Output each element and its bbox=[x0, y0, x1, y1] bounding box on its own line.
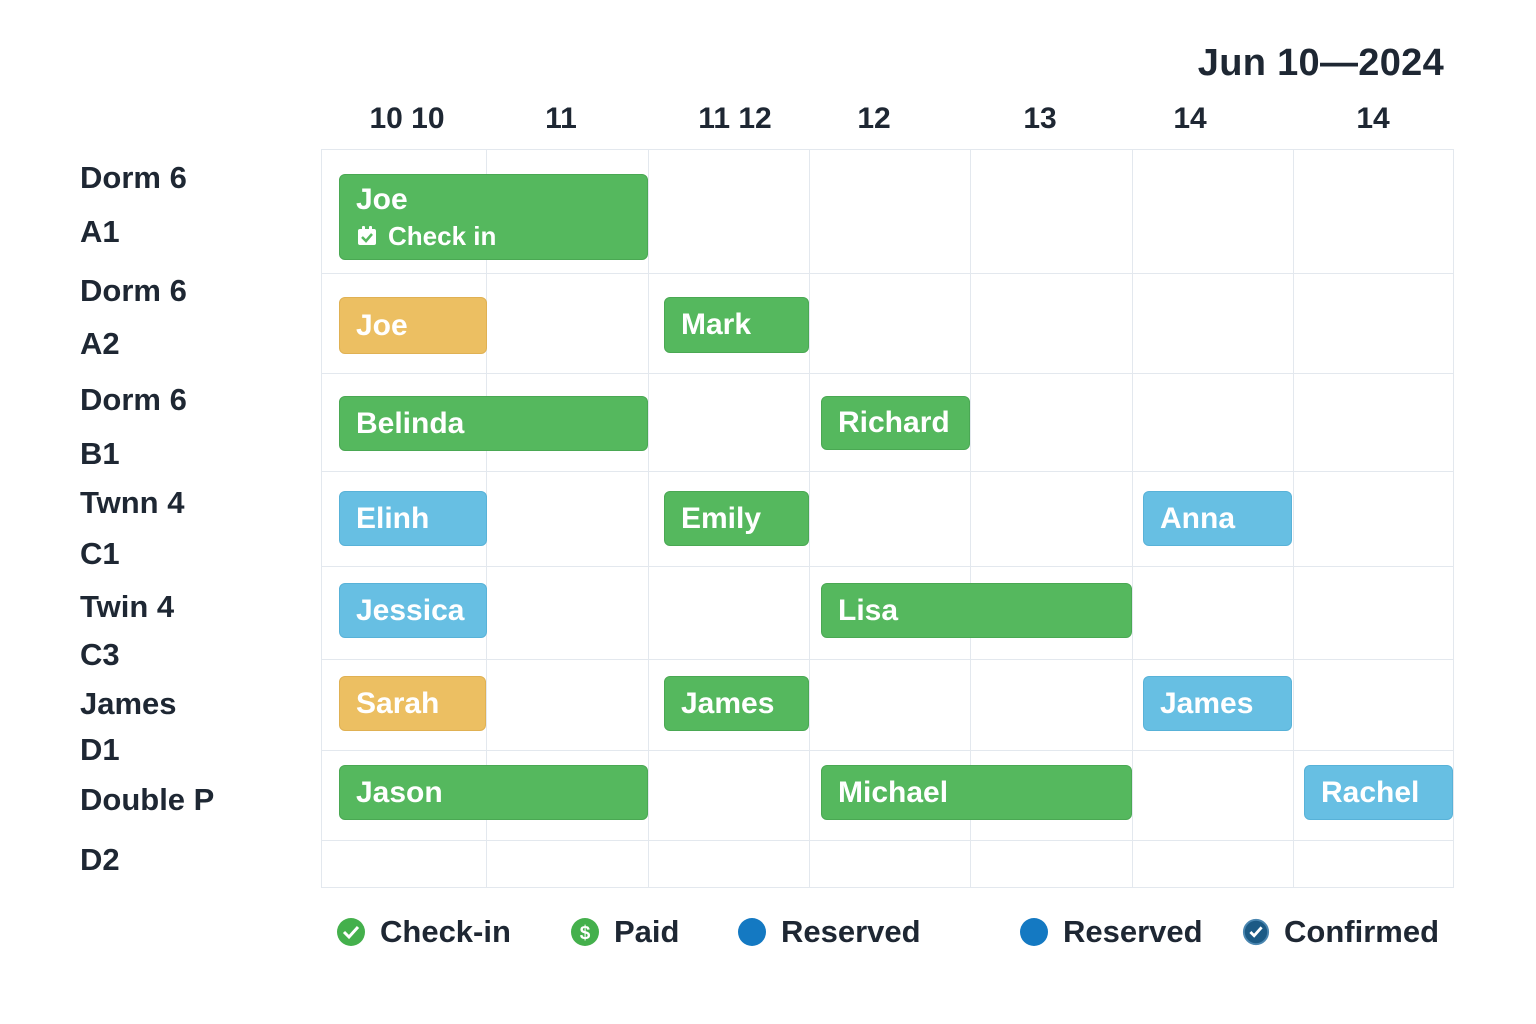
calendar-grid bbox=[321, 149, 1454, 888]
grid-column-divider bbox=[1293, 149, 1294, 888]
room-type-label: Dorm 6 bbox=[80, 160, 187, 195]
check-circle-icon bbox=[1242, 918, 1270, 946]
room-number-label: C1 bbox=[80, 536, 120, 571]
room-type-label: Double P bbox=[80, 782, 215, 817]
legend-label: Reserved bbox=[781, 914, 921, 949]
booking-guest-name: Elinh bbox=[356, 501, 430, 535]
room-type-label: Twin 4 bbox=[80, 589, 175, 624]
room-number-label: C3 bbox=[80, 637, 120, 672]
room-type-label: Dorm 6 bbox=[80, 273, 187, 308]
booking-jason[interactable]: Jason bbox=[339, 765, 648, 820]
column-header: 11 bbox=[545, 102, 577, 135]
grid-column-divider bbox=[970, 149, 971, 888]
legend-paid: $ Paid bbox=[570, 914, 679, 950]
booking-rachel[interactable]: Rachel bbox=[1304, 765, 1453, 820]
legend-reserved: Reserved bbox=[737, 914, 921, 950]
booking-guest-name: Anna bbox=[1160, 501, 1235, 535]
column-header: 14 bbox=[1356, 102, 1390, 135]
booking-guest-name: Lisa bbox=[838, 593, 899, 627]
dot-icon bbox=[1020, 918, 1048, 946]
legend-label: Reserved bbox=[1063, 914, 1203, 949]
legend-reserved: Reserved bbox=[1019, 914, 1203, 950]
booking-guest-name: Belinda bbox=[356, 406, 465, 440]
column-header: 12 bbox=[857, 102, 891, 135]
grid-column-divider bbox=[1132, 149, 1133, 888]
date-range-title: Jun 10—2024 bbox=[1197, 42, 1444, 84]
grid-row-divider bbox=[321, 273, 1454, 274]
booking-mark[interactable]: Mark bbox=[664, 297, 809, 353]
booking-guest-name: Sarah bbox=[356, 686, 440, 720]
grid-row-divider bbox=[321, 659, 1454, 660]
grid-column-divider bbox=[648, 149, 649, 888]
booking-elinh[interactable]: Elinh bbox=[339, 491, 487, 546]
booking-james-green[interactable]: James bbox=[664, 676, 809, 731]
room-number-label: A2 bbox=[80, 326, 120, 361]
grid-row-divider bbox=[321, 373, 1454, 374]
room-type-label: Dorm 6 bbox=[80, 382, 187, 417]
booking-anna[interactable]: Anna bbox=[1143, 491, 1292, 546]
booking-status-label: Check in bbox=[388, 220, 497, 251]
column-header: 11 12 bbox=[698, 102, 772, 135]
booking-guest-name: Joe bbox=[356, 308, 408, 342]
booking-guest-name: Emily bbox=[681, 501, 762, 535]
booking-emily[interactable]: Emily bbox=[664, 491, 809, 546]
dollar-circle-icon: $ bbox=[571, 918, 599, 946]
booking-guest-name: James bbox=[1160, 686, 1254, 720]
legend-label: Check-in bbox=[380, 914, 511, 949]
legend-label: Paid bbox=[614, 914, 680, 949]
legend-confirmed: Confirmed bbox=[1242, 914, 1439, 950]
booking-belinda[interactable]: Belinda bbox=[339, 396, 648, 451]
grid-row-divider bbox=[321, 471, 1454, 472]
booking-guest-name: Jason bbox=[356, 775, 443, 809]
booking-status: Check in bbox=[356, 221, 496, 252]
column-header: 13 bbox=[1023, 102, 1057, 135]
booking-guest-name: Joe bbox=[356, 182, 408, 216]
booking-jessica[interactable]: Jessica bbox=[339, 583, 487, 638]
grid-row-divider bbox=[321, 750, 1454, 751]
booking-guest-name: Jessica bbox=[356, 593, 465, 627]
booking-james-blue[interactable]: James bbox=[1143, 676, 1292, 731]
calendar-check-icon bbox=[358, 226, 376, 245]
booking-guest-name: Rachel bbox=[1321, 775, 1420, 809]
svg-text:$: $ bbox=[580, 923, 591, 944]
room-type-label: James bbox=[80, 686, 177, 721]
column-header: 14 bbox=[1173, 102, 1207, 135]
legend-label: Confirmed bbox=[1284, 914, 1439, 949]
room-number-label: D2 bbox=[80, 842, 120, 877]
grid-column-divider bbox=[809, 149, 810, 888]
legend-check-in: Check-in bbox=[336, 914, 511, 950]
booking-michael[interactable]: Michael bbox=[821, 765, 1132, 820]
dot-icon bbox=[738, 918, 766, 946]
column-header: 10 10 bbox=[369, 102, 445, 135]
booking-guest-name: James bbox=[681, 686, 775, 720]
booking-guest-name: Mark bbox=[681, 308, 752, 341]
booking-sarah[interactable]: Sarah bbox=[339, 676, 486, 731]
booking-joe-a2[interactable]: Joe bbox=[339, 297, 487, 354]
room-number-label: A1 bbox=[80, 214, 120, 249]
booking-joe-a1[interactable]: Joe Check in bbox=[339, 174, 648, 260]
booking-richard[interactable]: Richard bbox=[821, 396, 970, 450]
booking-guest-name: Richard bbox=[838, 406, 950, 439]
grid-row-divider bbox=[321, 566, 1454, 567]
room-type-label: Twnn 4 bbox=[80, 485, 185, 520]
check-circle-icon bbox=[337, 918, 365, 946]
room-number-label: B1 bbox=[80, 436, 120, 471]
booking-lisa[interactable]: Lisa bbox=[821, 583, 1132, 638]
room-number-label: D1 bbox=[80, 732, 120, 767]
booking-guest-name: Michael bbox=[838, 775, 949, 809]
grid-row-divider bbox=[321, 840, 1454, 841]
